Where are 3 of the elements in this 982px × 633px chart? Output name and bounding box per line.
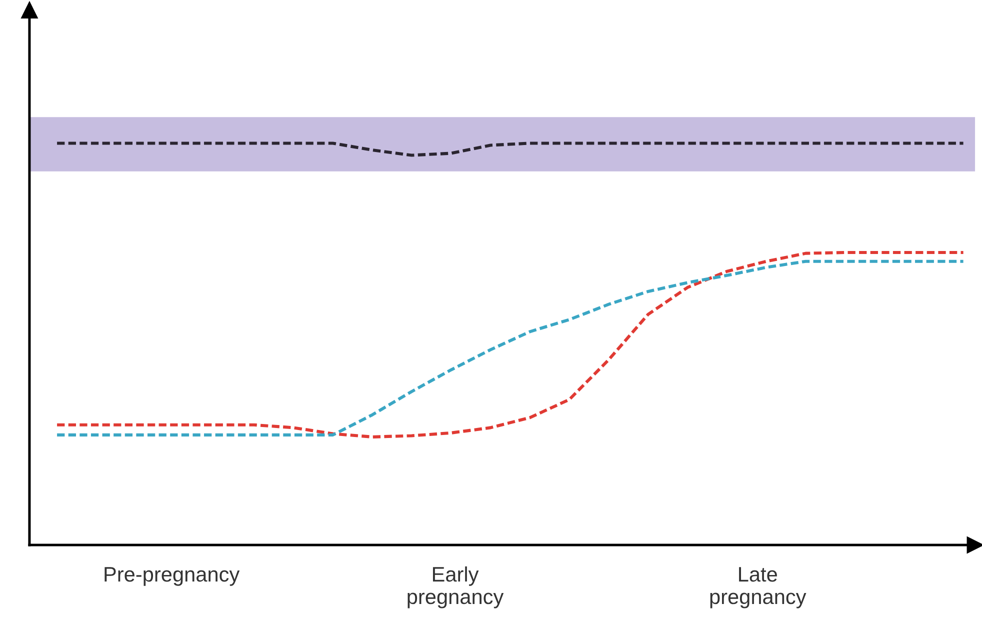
- text: Early pregnancy: [408, 566, 504, 608]
- text: Pre-pregnancy: [104, 567, 240, 586]
- text: Late pregnancy: [710, 567, 806, 608]
